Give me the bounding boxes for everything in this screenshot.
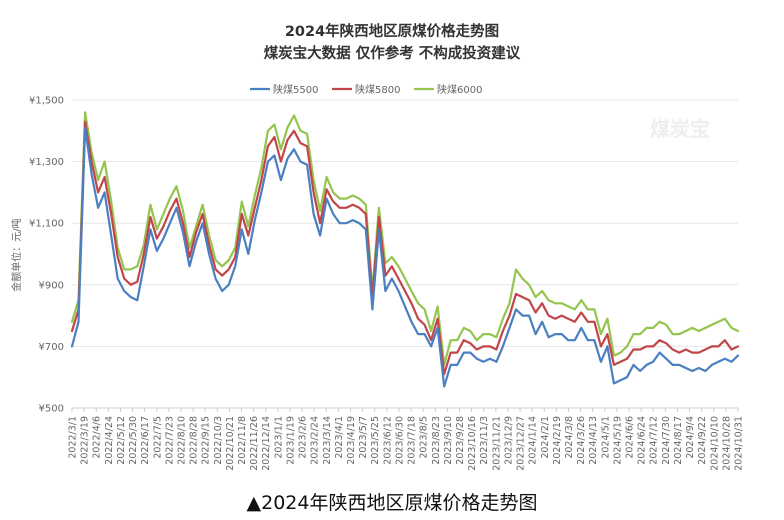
y-tick-label: ¥1,100: [29, 219, 64, 230]
x-tick-label: 2022/7/23: [164, 416, 175, 465]
x-tick-label: 2022/8/28: [189, 416, 200, 465]
x-tick-label: 2022/4/24: [104, 416, 115, 465]
y-tick-label: ¥700: [39, 342, 64, 353]
x-tick-label: 2023/9/28: [455, 416, 466, 465]
x-tick-label: 2022/11/26: [249, 416, 260, 471]
x-tick-label: 2024/5/19: [612, 416, 623, 465]
x-tick-label: 2024/6/24: [637, 416, 648, 465]
y-axis-label: 金额单位：元/吨: [10, 218, 23, 291]
x-tick-label: 2023/11/21: [491, 416, 502, 471]
x-tick-label: 2024/5/1: [600, 416, 611, 459]
x-tick-label: 2023/12/27: [516, 416, 527, 471]
x-tick-label: 2023/5/7: [358, 416, 369, 459]
x-tick-label: 2023/2/24: [310, 416, 321, 465]
watermark: 煤炭宝: [650, 117, 710, 141]
x-tick-label: 2024/1/14: [528, 416, 539, 465]
x-tick-label: 2023/9/10: [443, 416, 454, 465]
figure-caption: ▲2024年陕西地区原煤价格走势图: [246, 492, 538, 514]
x-tick-label: 2024/8/17: [673, 416, 684, 465]
chart-subtitle: 煤炭宝大数据 仅作参考 不构成投资建议: [264, 44, 521, 62]
x-tick-label: 2024/7/12: [649, 416, 660, 465]
x-tick-label: 2023/1/19: [285, 416, 296, 465]
x-tick-label: 2022/9/15: [201, 416, 212, 465]
x-tick-label: 2024/9/4: [685, 416, 696, 459]
legend-label: 陕煤6000: [437, 83, 482, 96]
series-line-陕煤5500: [70, 126, 740, 388]
x-tick-label: 2024/3/26: [576, 416, 587, 465]
y-tick-label: ¥1,300: [29, 157, 64, 168]
chart-title: 2024年陕西地区原煤价格走势图: [285, 22, 499, 40]
x-tick-label: 2023/4/19: [346, 416, 357, 465]
x-tick-label: 2024/10/10: [709, 416, 720, 471]
x-tick-label: 2023/4/1: [334, 416, 345, 459]
x-tick-label: 2024/7/30: [661, 416, 672, 465]
x-axis-ticks: 2022/3/1 2022/3/19 2022/4/6 2022/4/24 2022/5…: [68, 408, 745, 471]
series-line-陕煤5800: [70, 120, 740, 376]
x-tick-label: 2023/1/1: [273, 416, 284, 459]
x-tick-label: 2023/7/18: [407, 416, 418, 465]
x-tick-label: 2023/10/16: [467, 416, 478, 471]
series-line-陕煤6000: [70, 111, 740, 366]
x-tick-label: 2023/5/25: [370, 416, 381, 465]
legend-label: 陕煤5800: [355, 83, 400, 96]
legend-label: 陕煤5500: [273, 83, 318, 96]
x-tick-label: 2024/10/28: [721, 416, 732, 471]
x-tick-label: 2023/11/3: [479, 416, 490, 465]
x-tick-label: 2022/11/8: [237, 416, 248, 465]
y-axis-ticks: ¥500 ¥700 ¥900 ¥1,100 ¥1,300 ¥1,500: [29, 96, 64, 415]
x-tick-label: 2022/5/12: [116, 416, 127, 465]
x-tick-label: 2022/8/10: [176, 416, 187, 465]
y-tick-label: ¥500: [39, 404, 64, 415]
legend: 陕煤5500 陕煤5800 陕煤6000: [250, 83, 482, 96]
x-tick-label: 2022/3/1: [68, 416, 79, 459]
x-tick-label: 2022/4/6: [92, 416, 103, 459]
x-tick-label: 2023/3/14: [322, 416, 333, 465]
x-tick-label: 2024/9/22: [697, 416, 708, 465]
x-tick-label: 2024/6/6: [625, 416, 636, 459]
x-tick-label: 2024/2/1: [540, 416, 551, 459]
x-tick-label: 2024/4/13: [588, 416, 599, 465]
x-tick-label: 2024/3/8: [564, 416, 575, 459]
x-tick-label: 2024/10/31: [734, 416, 745, 471]
coal-price-chart: 煤炭宝 2024年陕西地区原煤价格走势图 煤炭宝大数据 仅作参考 不构成投资建议…: [10, 22, 745, 471]
x-tick-label: 2022/6/17: [140, 416, 151, 465]
x-tick-label: 2023/2/6: [298, 416, 309, 459]
x-tick-label: 2023/6/30: [394, 416, 405, 465]
x-tick-label: 2022/10/3: [213, 416, 224, 465]
x-tick-label: 2023/8/23: [431, 416, 442, 465]
x-tick-label: 2022/5/30: [128, 416, 139, 465]
y-tick-label: ¥900: [39, 280, 64, 291]
series-lines: [70, 111, 740, 388]
x-tick-label: 2023/12/9: [503, 416, 514, 465]
y-tick-label: ¥1,500: [29, 96, 64, 107]
x-tick-label: 2022/7/5: [152, 416, 163, 459]
x-tick-label: 2022/3/19: [80, 416, 91, 465]
x-tick-label: 2022/10/21: [225, 416, 236, 471]
x-tick-label: 2023/8/5: [419, 416, 430, 459]
x-tick-label: 2022/12/14: [261, 416, 272, 471]
x-tick-label: 2023/6/12: [382, 416, 393, 465]
x-tick-label: 2024/2/19: [552, 416, 563, 465]
grid: [72, 99, 738, 409]
